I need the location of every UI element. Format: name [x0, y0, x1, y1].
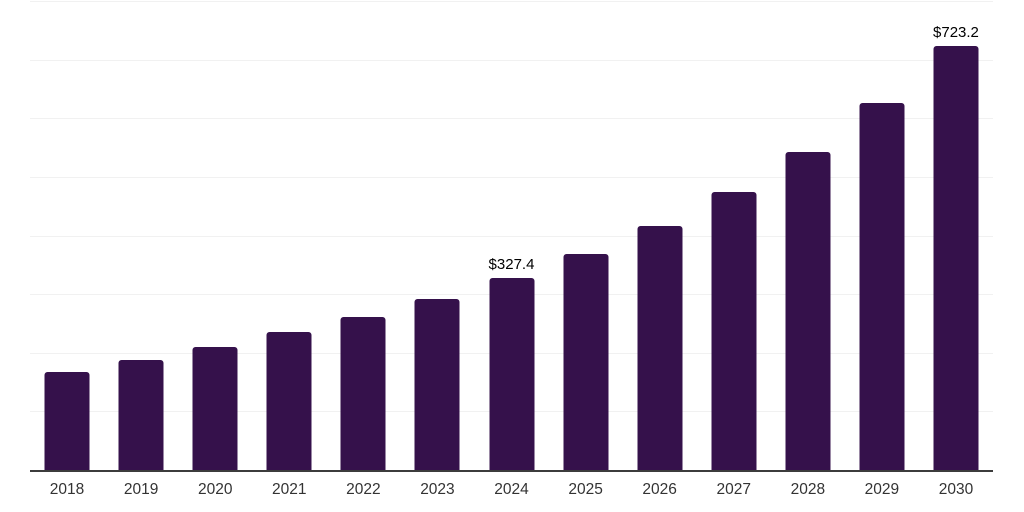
gridline	[30, 59, 993, 61]
x-tick-label: 2024	[494, 481, 529, 498]
bar-band: $723.2	[919, 1, 993, 470]
x-tick-label: 2018	[49, 481, 85, 498]
bar-2019	[118, 360, 164, 470]
x-tick-label: 2026	[642, 481, 677, 498]
x-axis: 2018 2019 2020 2021 2022 2023 2024 2025 2026 2027…	[30, 480, 993, 500]
x-tick-label: 2028	[790, 481, 826, 498]
bar-2027	[711, 192, 757, 470]
bar-2025	[563, 254, 609, 470]
bar-band	[30, 1, 104, 470]
bar-band: $327.4	[474, 1, 548, 470]
x-tick-label: 2025	[568, 481, 603, 498]
x-tick-label: 2021	[272, 481, 307, 498]
bar-2024	[489, 278, 534, 470]
bar-2020	[192, 346, 238, 470]
plot-area: $327.4 $723.2	[30, 1, 993, 472]
bar-band	[104, 1, 178, 470]
x-tick-label: 2030	[938, 481, 974, 498]
bar-band	[549, 1, 623, 470]
bar-value-label: $723.2	[933, 24, 979, 42]
bar-band	[845, 1, 919, 470]
x-tick-label: 2022	[346, 481, 381, 498]
x-tick-label: 2027	[716, 481, 751, 498]
bar-value-label: $327.4	[488, 256, 535, 274]
bar-2026	[637, 226, 683, 470]
bar-band	[252, 1, 326, 470]
bar-2021	[266, 331, 312, 470]
bar-2018	[44, 371, 90, 470]
x-tick-label: 2020	[197, 481, 233, 498]
bar-band	[697, 1, 771, 470]
bar-2030	[933, 46, 979, 470]
bars-container: $327.4 $723.2	[30, 1, 993, 470]
x-tick-label: 2019	[123, 481, 159, 498]
bar-band	[326, 1, 400, 470]
bar-2023	[414, 299, 460, 470]
bar-band	[178, 1, 252, 470]
bar-2029	[859, 103, 905, 470]
bar-band	[623, 1, 697, 470]
gridline	[30, 235, 993, 237]
bar-band	[400, 1, 474, 470]
gridline	[30, 118, 993, 120]
gridline	[30, 176, 993, 178]
bar-2028	[785, 152, 831, 470]
x-tick-label: 2023	[420, 481, 455, 498]
bar-band	[771, 1, 845, 470]
x-tick-label: 2029	[864, 481, 900, 498]
bar-2022	[340, 317, 386, 470]
gridline	[30, 1, 993, 2]
